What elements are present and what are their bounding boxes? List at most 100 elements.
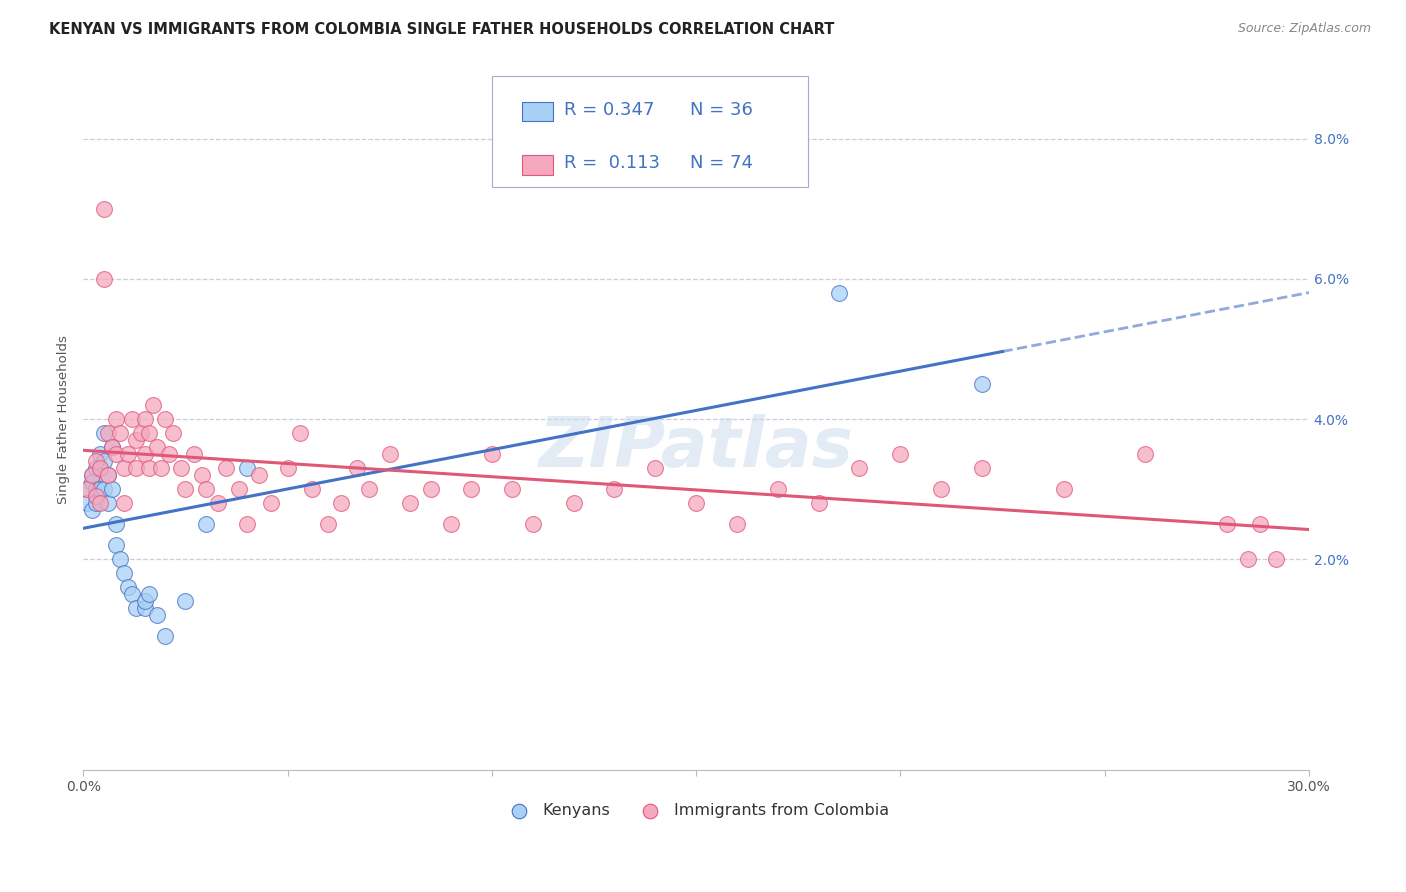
Point [1216,517,1239,532]
Point [419,482,441,496]
Point [101,440,124,454]
Point [301,482,323,496]
Point [1249,517,1271,532]
Text: R =  0.113: R = 0.113 [564,154,659,172]
Point [125,433,148,447]
Point [318,517,340,532]
Point [138,461,160,475]
Point [76,482,98,496]
Point [194,517,217,532]
Point [174,594,197,608]
Point [101,482,124,496]
Point [105,517,128,532]
Point [134,601,156,615]
Point [346,461,368,475]
Point [399,496,422,510]
Point [562,496,585,510]
Point [149,461,172,475]
Point [89,447,111,461]
Point [277,461,299,475]
Point [970,377,993,392]
Point [134,594,156,608]
Point [142,398,165,412]
Point [228,482,250,496]
Point [766,482,789,496]
Point [80,468,103,483]
Point [108,552,131,566]
Point [183,447,205,461]
Text: N = 74: N = 74 [690,154,754,172]
Point [236,461,259,475]
Point [807,496,830,510]
Point [84,489,107,503]
Legend: Kenyans, Immigrants from Colombia: Kenyans, Immigrants from Colombia [496,797,896,825]
Text: Source: ZipAtlas.com: Source: ZipAtlas.com [1237,22,1371,36]
Point [125,461,148,475]
Point [112,461,135,475]
Point [89,496,111,510]
Point [97,468,120,483]
Point [84,496,107,510]
Point [89,482,111,496]
Point [112,496,135,510]
Point [191,468,214,483]
Point [76,496,98,510]
Point [889,447,911,461]
Point [80,503,103,517]
Point [501,482,523,496]
Point [288,426,311,441]
Point [129,426,152,441]
Point [1265,552,1288,566]
Point [440,517,463,532]
Point [146,440,169,454]
Point [97,426,120,441]
Y-axis label: Single Father Households: Single Father Households [58,334,70,503]
Point [207,496,229,510]
Point [329,496,352,510]
Text: KENYAN VS IMMIGRANTS FROM COLOMBIA SINGLE FATHER HOUSEHOLDS CORRELATION CHART: KENYAN VS IMMIGRANTS FROM COLOMBIA SINGL… [49,22,835,37]
Point [84,482,107,496]
Point [108,426,131,441]
Point [93,482,115,496]
Point [93,202,115,216]
Text: ZIPatlas: ZIPatlas [538,414,853,481]
Point [194,482,217,496]
Point [121,587,143,601]
Point [105,447,128,461]
Point [117,447,139,461]
Point [153,629,176,643]
Point [105,538,128,552]
Point [215,461,238,475]
Point [84,461,107,475]
Point [101,440,124,454]
Point [174,482,197,496]
Point [725,517,748,532]
Point [247,468,270,483]
Point [121,412,143,426]
Point [84,489,107,503]
Point [138,426,160,441]
Text: N = 36: N = 36 [690,101,754,119]
Point [522,517,544,532]
Point [1053,482,1076,496]
Point [685,496,707,510]
Point [1236,552,1258,566]
Point [97,496,120,510]
Point [84,454,107,468]
Point [970,461,993,475]
Point [153,412,176,426]
Point [644,461,666,475]
Point [170,461,193,475]
Point [93,454,115,468]
Point [93,272,115,286]
Point [260,496,283,510]
Point [603,482,626,496]
Point [848,461,870,475]
Point [112,566,135,581]
Point [80,468,103,483]
Point [146,608,169,623]
Point [162,426,184,441]
Point [93,426,115,441]
Point [89,461,111,475]
Point [359,482,381,496]
